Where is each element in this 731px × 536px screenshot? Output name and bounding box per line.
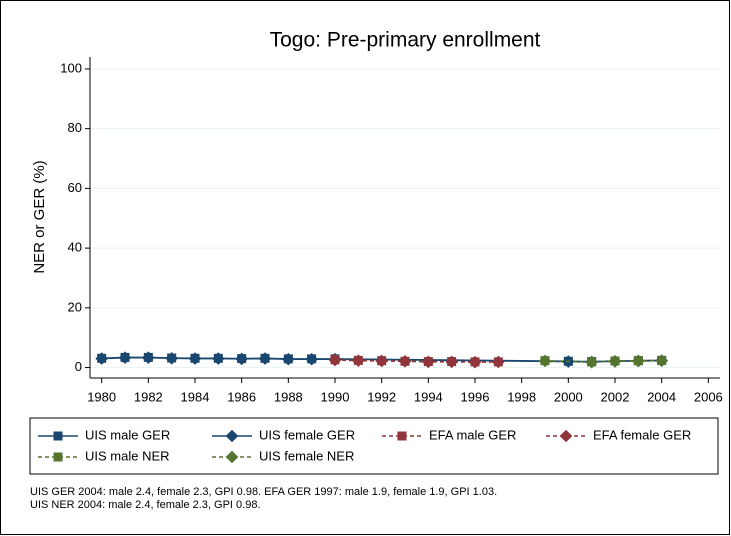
legend-label: EFA male GER [429, 427, 516, 442]
note: UIS GER 2004: male 2.4, female 2.3, GPI … [30, 486, 497, 498]
x-tick-label: 1988 [274, 389, 303, 404]
marker [212, 352, 225, 365]
marker [282, 352, 295, 366]
marker [352, 354, 365, 367]
marker [422, 355, 435, 369]
marker [585, 355, 598, 369]
marker [468, 355, 482, 369]
marker [225, 429, 239, 443]
x-tick-label: 2006 [694, 389, 723, 404]
y-tick-label: 20 [68, 299, 82, 314]
x-tick-label: 2002 [601, 389, 630, 404]
marker [492, 355, 505, 369]
x-tick-label: 1998 [507, 389, 536, 404]
y-axis-label: NER or GER (%) [31, 160, 48, 273]
marker [538, 354, 552, 368]
x-tick-label: 1990 [321, 389, 350, 404]
marker [655, 354, 668, 367]
x-tick-label: 1984 [181, 389, 210, 404]
marker [632, 354, 645, 368]
marker [53, 452, 63, 462]
marker [95, 352, 108, 365]
legend-label: UIS female NER [259, 448, 354, 463]
marker [305, 352, 318, 366]
marker [225, 450, 239, 464]
x-tick-label: 1992 [367, 389, 396, 404]
y-tick-label: 80 [68, 120, 82, 135]
marker [118, 351, 132, 364]
y-tick-label: 40 [68, 240, 82, 255]
x-tick-label: 2004 [647, 389, 676, 404]
marker [398, 354, 412, 368]
marker [445, 355, 458, 369]
legend-label: UIS female GER [259, 427, 355, 442]
marker [235, 352, 248, 366]
legend-box [29, 417, 719, 475]
legend-label: EFA female GER [593, 427, 691, 442]
marker [188, 352, 202, 365]
marker [559, 429, 573, 443]
marker [258, 352, 272, 365]
y-tick-label: 60 [68, 180, 82, 195]
x-tick-label: 1986 [227, 389, 256, 404]
marker [608, 354, 622, 368]
marker [328, 353, 342, 367]
marker [397, 431, 407, 441]
x-tick-label: 1994 [414, 389, 443, 404]
y-tick-label: 100 [60, 60, 82, 75]
note: UIS NER 2004: male 2.4, female 2.3, GPI … [30, 499, 261, 511]
marker [375, 354, 388, 368]
x-tick-label: 2000 [554, 389, 583, 404]
x-tick-label: 1982 [134, 389, 163, 404]
y-tick-label: 0 [75, 359, 82, 374]
x-tick-label: 1996 [461, 389, 490, 404]
x-tick-label: 1980 [87, 389, 116, 404]
chart-title: Togo: Pre-primary enrollment [270, 29, 541, 52]
marker [142, 351, 155, 364]
legend-label: UIS male NER [85, 448, 170, 463]
marker [165, 351, 178, 365]
legend-label: UIS male GER [85, 427, 170, 442]
marker [53, 431, 63, 441]
